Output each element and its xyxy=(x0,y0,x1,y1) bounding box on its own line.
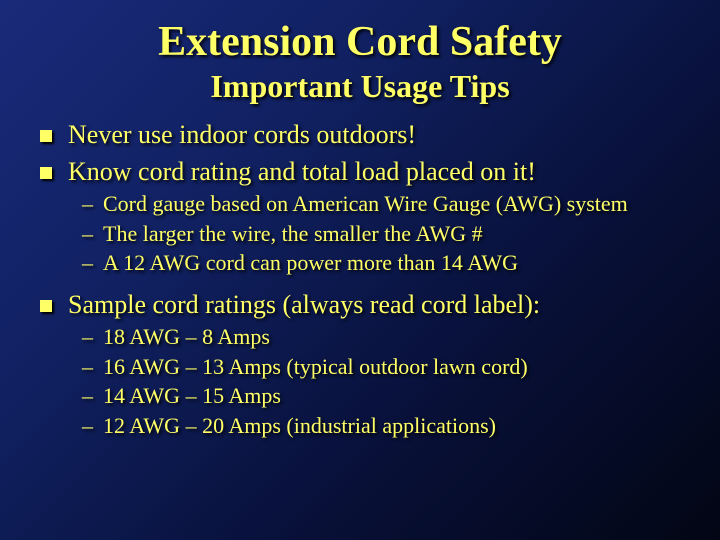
dash-bullet-icon: – xyxy=(82,323,93,351)
dash-bullet-icon: – xyxy=(82,249,93,277)
sub-bullet-item: – Cord gauge based on American Wire Gaug… xyxy=(82,190,692,218)
slide-subtitle: Important Usage Tips xyxy=(28,68,692,105)
dash-bullet-icon: – xyxy=(82,353,93,381)
sub-bullet-item: – 16 AWG – 13 Amps (typical outdoor lawn… xyxy=(82,353,692,381)
bullet-item: Never use indoor cords outdoors! xyxy=(40,119,692,152)
bullet-item: Sample cord ratings (always read cord la… xyxy=(40,289,692,322)
dash-bullet-icon: – xyxy=(82,220,93,248)
spacer xyxy=(40,277,692,285)
sub-bullet-item: – 12 AWG – 20 Amps (industrial applicati… xyxy=(82,412,692,440)
square-bullet-icon xyxy=(40,130,52,142)
sub-bullet-text: A 12 AWG cord can power more than 14 AWG xyxy=(103,249,518,277)
slide: Extension Cord Safety Important Usage Ti… xyxy=(0,0,720,540)
sub-bullet-text: 18 AWG – 8 Amps xyxy=(103,323,270,351)
square-bullet-icon xyxy=(40,300,52,312)
sub-bullet-item: – A 12 AWG cord can power more than 14 A… xyxy=(82,249,692,277)
sub-bullet-item: – 14 AWG – 15 Amps xyxy=(82,382,692,410)
bullet-text: Sample cord ratings (always read cord la… xyxy=(68,289,540,322)
dash-bullet-icon: – xyxy=(82,382,93,410)
sub-bullet-item: – 18 AWG – 8 Amps xyxy=(82,323,692,351)
sub-bullet-text: The larger the wire, the smaller the AWG… xyxy=(103,220,483,248)
sub-bullet-text: Cord gauge based on American Wire Gauge … xyxy=(103,190,628,218)
bullet-text: Never use indoor cords outdoors! xyxy=(68,119,416,152)
bullet-item: Know cord rating and total load placed o… xyxy=(40,156,692,189)
sub-bullet-text: 16 AWG – 13 Amps (typical outdoor lawn c… xyxy=(103,353,528,381)
slide-body: Never use indoor cords outdoors! Know co… xyxy=(28,119,692,439)
bullet-text: Know cord rating and total load placed o… xyxy=(68,156,536,189)
slide-title: Extension Cord Safety xyxy=(28,18,692,66)
sub-bullet-item: – The larger the wire, the smaller the A… xyxy=(82,220,692,248)
dash-bullet-icon: – xyxy=(82,412,93,440)
sub-bullet-text: 12 AWG – 20 Amps (industrial application… xyxy=(103,412,496,440)
square-bullet-icon xyxy=(40,167,52,179)
dash-bullet-icon: – xyxy=(82,190,93,218)
sub-bullet-text: 14 AWG – 15 Amps xyxy=(103,382,281,410)
